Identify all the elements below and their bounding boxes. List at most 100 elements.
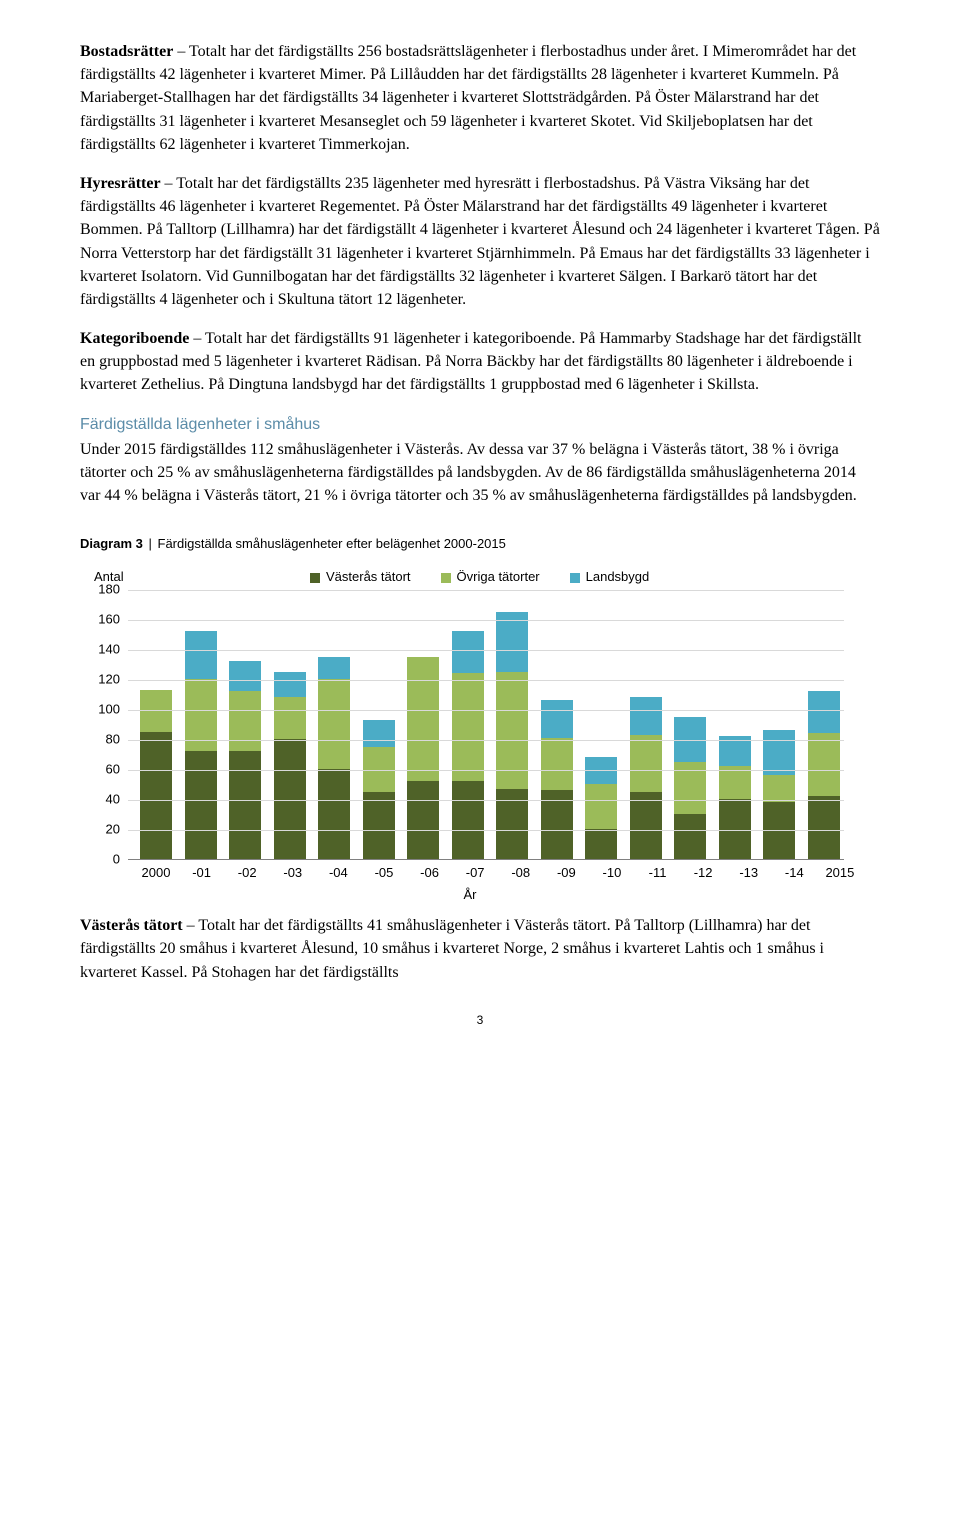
chart-gridline [128, 770, 844, 771]
paragraph-kategoriboende: Kategoriboende – Totalt har det färdigst… [80, 327, 880, 397]
bar-column [763, 590, 795, 859]
y-tick-label: 40 [106, 791, 120, 810]
bar-column [808, 590, 840, 859]
section-heading-smahus: Färdigställda lägenheter i småhus [80, 413, 880, 436]
x-tick-label: -08 [505, 864, 537, 883]
lead-vasteras-tatort: Västerås tätort [80, 917, 183, 934]
chart-gridline [128, 710, 844, 711]
x-tick-label: -12 [687, 864, 719, 883]
legend-label-ovriga: Övriga tätorter [457, 568, 540, 587]
bar-segment-ovriga [585, 784, 617, 829]
bar-column [274, 590, 306, 859]
bar-column [140, 590, 172, 859]
lead-bostadsratter: Bostadsrätter [80, 43, 173, 60]
bar-segment-landsbygd [808, 691, 840, 733]
x-tick-label: 2015 [824, 864, 856, 883]
chart-gridline [128, 740, 844, 741]
bar-segment-landsbygd [630, 697, 662, 735]
bar-segment-landsbygd [763, 730, 795, 775]
text-hyresratter: – Totalt har det färdigställts 235 lägen… [80, 175, 880, 308]
bar-column [496, 590, 528, 859]
bar-segment-vasteras [808, 796, 840, 859]
bar-segment-ovriga [229, 691, 261, 751]
bar-segment-landsbygd [318, 657, 350, 680]
text-kategoriboende: – Totalt har det färdigställts 91 lägenh… [80, 330, 861, 393]
legend-item-landsbygd: Landsbygd [570, 568, 650, 587]
bar-column [452, 590, 484, 859]
bar-segment-vasteras [719, 799, 751, 859]
bar-column [185, 590, 217, 859]
y-tick-label: 60 [106, 761, 120, 780]
x-tick-label: -11 [642, 864, 674, 883]
bar-column [674, 590, 706, 859]
chart-bars-row [140, 590, 840, 859]
chart-gridline [128, 830, 844, 831]
bar-segment-ovriga [407, 657, 439, 782]
y-tick-label: 160 [98, 611, 120, 630]
x-tick-label: -09 [550, 864, 582, 883]
bar-column [407, 590, 439, 859]
text-bostadsratter: – Totalt har det färdigställts 256 bosta… [80, 43, 856, 153]
legend-item-vasteras: Västerås tätort [310, 568, 411, 587]
bar-segment-landsbygd [541, 700, 573, 738]
y-tick-label: 100 [98, 701, 120, 720]
bar-column [719, 590, 751, 859]
chart-gridline [128, 620, 844, 621]
paragraph-vasteras-tatort: Västerås tätort – Totalt har det färdigs… [80, 914, 880, 984]
bar-segment-landsbygd [229, 661, 261, 691]
chart-gridline [128, 800, 844, 801]
chart-diagram-3: Antal Västerås tätort Övriga tätorter La… [80, 568, 860, 908]
bar-segment-ovriga [363, 747, 395, 792]
y-tick-label: 20 [106, 821, 120, 840]
bar-segment-ovriga [630, 735, 662, 792]
paragraph-bostadsratter: Bostadsrätter – Totalt har det färdigstä… [80, 40, 880, 156]
bar-column [585, 590, 617, 859]
bar-segment-vasteras [363, 792, 395, 860]
x-tick-label: -04 [322, 864, 354, 883]
bar-column [318, 590, 350, 859]
bar-segment-vasteras [140, 732, 172, 860]
legend-label-vasteras: Västerås tätort [326, 568, 411, 587]
bar-segment-landsbygd [274, 672, 306, 698]
x-tick-label: -10 [596, 864, 628, 883]
chart-legend: Västerås tätort Övriga tätorter Landsbyg… [310, 568, 649, 587]
bar-segment-vasteras [452, 781, 484, 859]
bar-column [229, 590, 261, 859]
bar-segment-vasteras [229, 751, 261, 859]
y-tick-label: 120 [98, 671, 120, 690]
legend-swatch-ovriga [441, 573, 451, 583]
paragraph-smahus-intro: Under 2015 färdigställdes 112 småhusläge… [80, 438, 880, 508]
page-number: 3 [80, 1012, 880, 1029]
y-tick-label: 140 [98, 641, 120, 660]
bar-segment-landsbygd [452, 631, 484, 673]
bar-segment-vasteras [274, 739, 306, 859]
legend-swatch-landsbygd [570, 573, 580, 583]
y-tick-label: 80 [106, 731, 120, 750]
bar-segment-vasteras [185, 751, 217, 859]
bar-column [363, 590, 395, 859]
bar-segment-landsbygd [185, 631, 217, 679]
bar-segment-landsbygd [674, 717, 706, 762]
y-tick-label: 0 [113, 851, 120, 870]
x-tick-label: -13 [733, 864, 765, 883]
chart-title-rest: Färdigställda småhuslägenheter efter bel… [158, 536, 506, 551]
bar-segment-vasteras [585, 829, 617, 859]
chart-gridline [128, 590, 844, 591]
x-tick-label: -05 [368, 864, 400, 883]
x-tick-label: -14 [778, 864, 810, 883]
bar-column [541, 590, 573, 859]
chart-title-separator: | [149, 536, 152, 551]
x-tick-label: -02 [231, 864, 263, 883]
bar-segment-vasteras [674, 814, 706, 859]
chart-x-labels: 2000-01-02-03-04-05-06-07-08-09-10-11-12… [140, 864, 856, 883]
lead-hyresratter: Hyresrätter [80, 175, 161, 192]
bar-segment-landsbygd [363, 720, 395, 747]
bar-segment-ovriga [452, 673, 484, 781]
x-tick-label: -01 [186, 864, 218, 883]
bar-segment-vasteras [318, 769, 350, 859]
lead-kategoriboende: Kategoriboende [80, 330, 189, 347]
bar-segment-ovriga [318, 679, 350, 769]
chart-title: Diagram 3 | Färdigställda småhuslägenhet… [80, 535, 880, 554]
paragraph-hyresratter: Hyresrätter – Totalt har det färdigställ… [80, 172, 880, 311]
x-tick-label: 2000 [140, 864, 172, 883]
